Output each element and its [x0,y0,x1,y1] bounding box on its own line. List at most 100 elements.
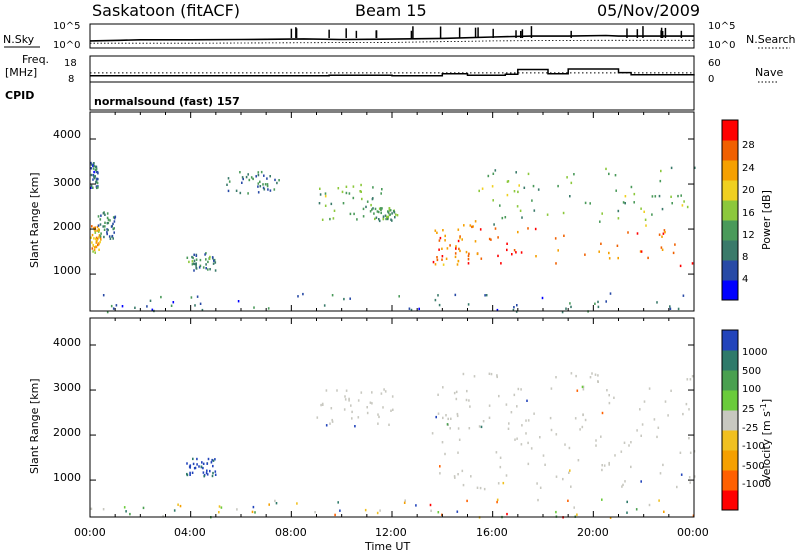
power-cell [467,254,470,258]
velocity-cell [663,510,665,513]
power-cell [195,258,198,261]
power-cell [380,211,382,215]
power-cell [584,201,587,205]
power-cell [377,210,380,214]
power-cell [190,296,193,299]
power-cell [93,226,95,230]
velocity-cell [582,413,584,417]
velocity-cell [348,399,350,402]
velocity-cell [465,398,468,402]
power-cell [454,252,457,255]
power-cell [96,225,99,229]
power-cell [102,225,104,228]
velocity-cell [574,417,577,420]
power-cell [651,195,654,198]
power-cell [195,267,198,270]
power-cell [267,307,270,310]
velocity-cell [537,498,539,502]
power-cell [658,233,661,236]
power-cell [149,299,152,302]
velocity-cell [462,372,465,376]
power-cb-tick-8: 8 [742,252,748,263]
power-cell [388,209,391,212]
power-cell [457,239,460,243]
velocity-cell [354,425,356,428]
power-cell [365,205,367,209]
velocity-colorbar-swatch [722,370,738,391]
velocity-cell [573,506,575,509]
power-cell [457,259,460,263]
power-cell [349,297,351,300]
velocity-cell [608,461,610,465]
velocity-cell [595,444,597,447]
power-cell [380,208,382,212]
power-frame [89,111,695,312]
velocity-cell [205,471,208,475]
velocity-cell [364,508,367,512]
velocity-cb-tick-minus500: -500 [742,461,765,472]
velocity-cell [371,391,373,394]
power-cell [663,229,666,232]
velocity-cell [527,462,530,466]
power-cell [199,264,202,267]
power-cell [330,202,333,206]
velocity-cell [206,462,208,465]
velocity-cell [570,372,573,375]
power-y-tick-1000: 1000 [53,264,81,277]
power-cell [92,178,94,181]
velocity-cell [480,425,483,429]
velocity-cell [366,406,368,409]
power-cell [193,259,196,262]
power-cell [95,179,98,182]
power-cell [264,183,267,186]
power-cell [97,243,99,247]
power-cell [97,236,100,239]
velocity-cell [441,441,444,444]
velocity-cell [437,412,440,415]
velocity-cell [188,465,191,468]
velocity-cell [670,389,672,392]
velocity-cell [457,427,460,430]
power-cell [616,244,619,247]
velocity-cell [450,417,452,420]
beam-title: Beam 15 [355,1,427,20]
power-cell [597,300,599,304]
power-cell [342,202,345,205]
velocity-cell [439,472,441,475]
velocity-cell [331,418,333,422]
power-cell [455,247,457,250]
power-y-axis-label: Slant Range [km] [28,172,41,268]
velocity-cb-tick-minus1000: -1000 [742,479,771,490]
noise-series-n-search [90,39,694,44]
power-cell [100,238,102,241]
velocity-cell [576,389,579,392]
power-y-tick-2000: 2000 [53,220,81,233]
power-cell [99,218,102,221]
power-cell [499,204,501,207]
velocity-cell [470,475,472,478]
velocity-cell [251,510,254,514]
power-cell [513,190,516,193]
velocity-cell [275,502,278,505]
velocity-cell [662,463,664,467]
power-cell [490,238,492,241]
power-cell [627,231,629,234]
power-cell [360,183,362,187]
power-cell [114,215,117,218]
power-cell [608,257,611,260]
power-cell [202,266,205,269]
power-cell [109,237,112,240]
power-cell [651,213,653,216]
power-cell [661,235,663,238]
velocity-cell [676,485,678,489]
power-cell [259,185,262,188]
power-cell [205,267,207,270]
power-cell [599,220,601,223]
velocity-cell [621,485,623,488]
power-cell [532,184,535,188]
power-colorbar [721,119,739,301]
power-cell [239,191,242,195]
power-cell [198,266,201,269]
power-cell [441,255,444,258]
power-cb-tick-16: 16 [742,208,755,219]
